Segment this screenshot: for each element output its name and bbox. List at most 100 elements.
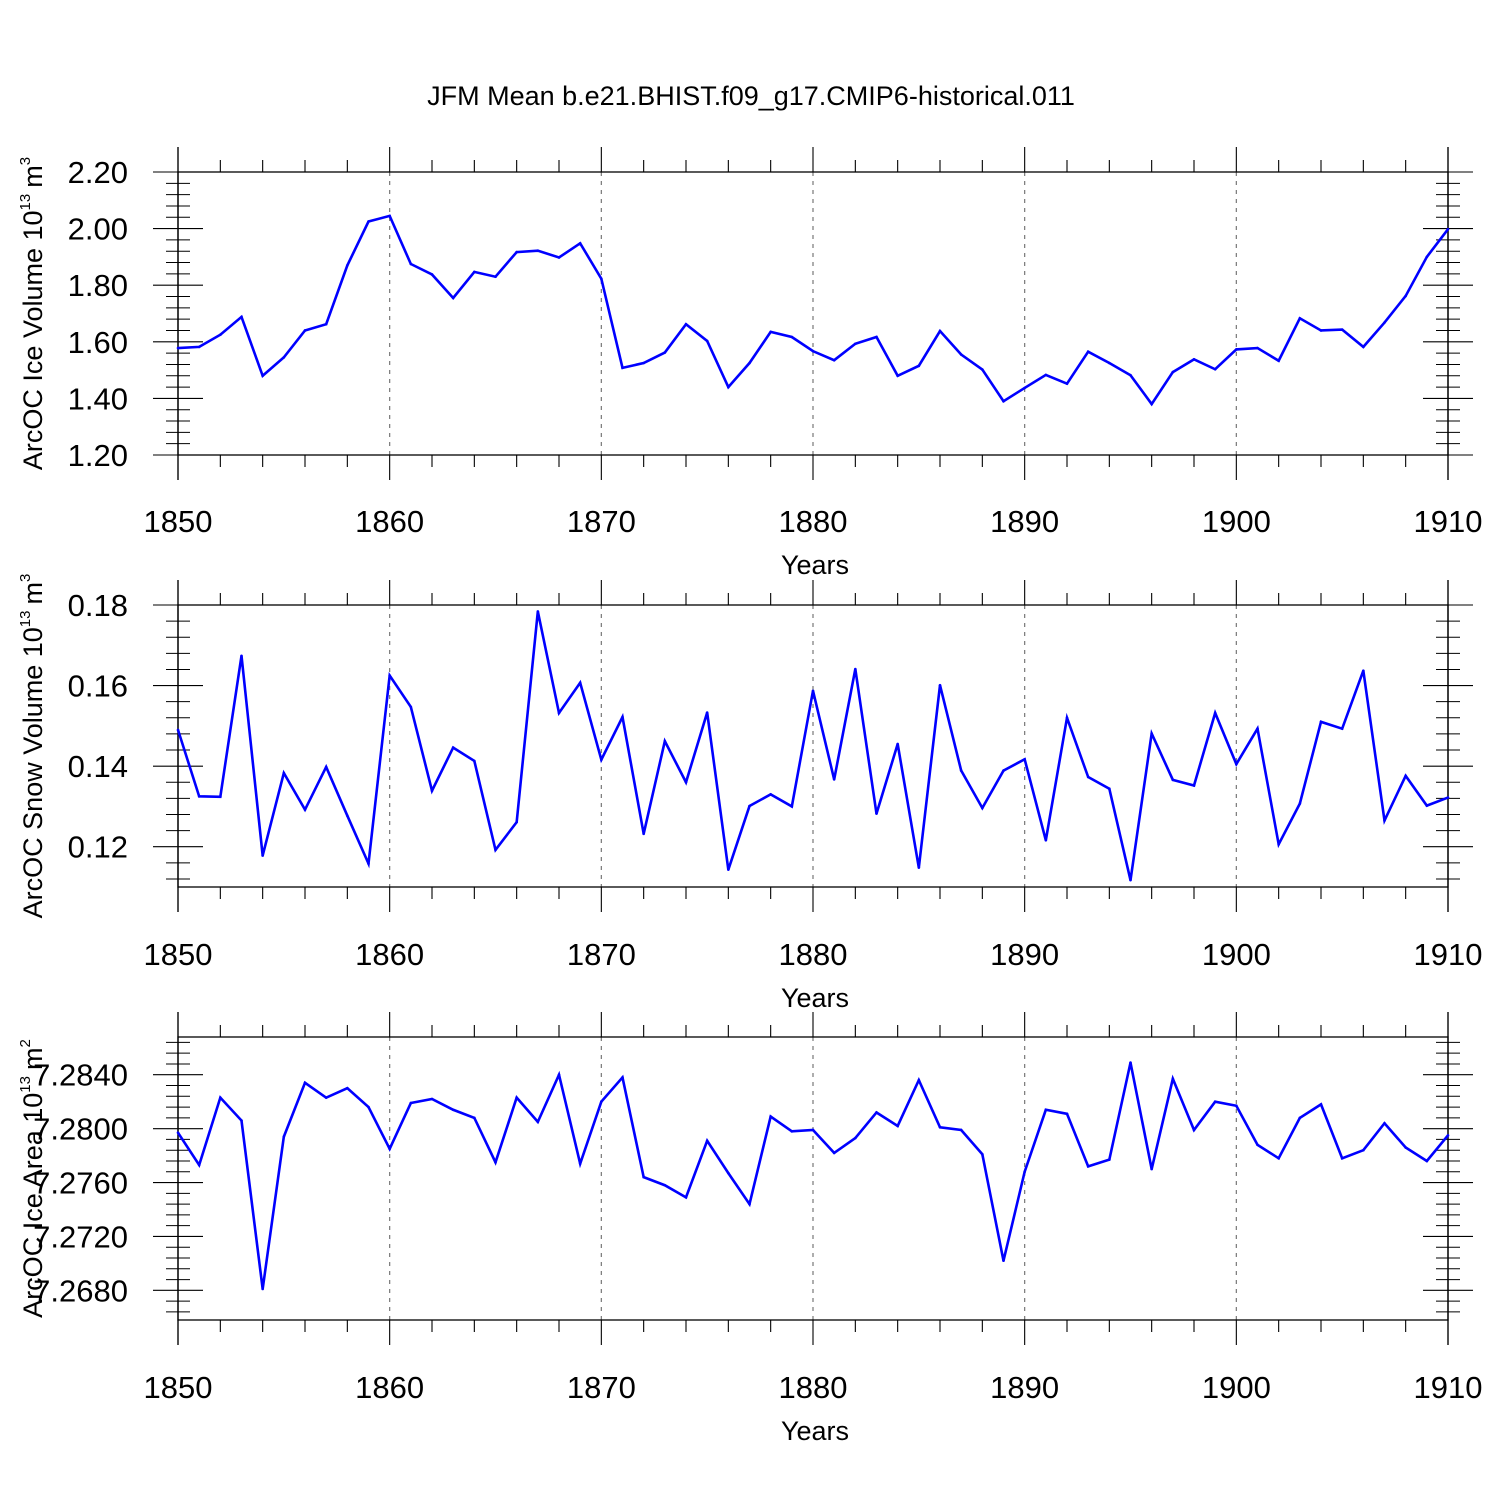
plot-frame bbox=[177, 171, 1449, 456]
data-point bbox=[451, 296, 455, 300]
data-point bbox=[367, 220, 370, 223]
data-point bbox=[917, 364, 921, 368]
data-point bbox=[1298, 802, 1302, 805]
data-point bbox=[1023, 386, 1026, 390]
data-point bbox=[494, 848, 497, 852]
x-tick-label: 1880 bbox=[779, 937, 848, 972]
data-point bbox=[261, 374, 264, 378]
data-point bbox=[451, 746, 455, 749]
data-point bbox=[1171, 778, 1175, 782]
data-point bbox=[409, 1101, 413, 1105]
data-point bbox=[727, 385, 730, 389]
y-tick-label: 7.2840 bbox=[33, 1058, 128, 1093]
data-point bbox=[727, 868, 730, 871]
x-tick-label: 1860 bbox=[355, 1370, 424, 1405]
data-point bbox=[303, 808, 307, 811]
x-tick-label: 1900 bbox=[1202, 937, 1271, 972]
data-point bbox=[346, 814, 349, 817]
data-point bbox=[1319, 1103, 1323, 1106]
data-point bbox=[1256, 1143, 1259, 1147]
data-point bbox=[1362, 1148, 1365, 1152]
x-axis-title: Years bbox=[781, 550, 849, 580]
data-point bbox=[1086, 1165, 1090, 1168]
data-point bbox=[1256, 346, 1259, 350]
y-axis-title-text: ArcOC Snow Volume 10 bbox=[18, 627, 48, 918]
data-point bbox=[1065, 382, 1069, 385]
data-point bbox=[197, 1163, 201, 1167]
x-tick-label: 1890 bbox=[990, 1370, 1059, 1405]
y-axis-title-exponent: 13 bbox=[17, 1076, 34, 1093]
data-point bbox=[451, 1108, 455, 1112]
data-point bbox=[1129, 1061, 1132, 1064]
data-point bbox=[1446, 1134, 1450, 1137]
data-point bbox=[197, 795, 201, 798]
data-point bbox=[1108, 787, 1111, 791]
data-point bbox=[705, 339, 709, 343]
data-point bbox=[303, 1081, 307, 1085]
x-tick-label: 1870 bbox=[567, 1370, 636, 1405]
y-axis-title-unit-exponent: 3 bbox=[17, 157, 34, 165]
data-point bbox=[748, 804, 751, 808]
data-point bbox=[600, 758, 603, 761]
data-point bbox=[1171, 1077, 1175, 1081]
x-tick-label: 1850 bbox=[144, 1370, 213, 1405]
data-point bbox=[1383, 1121, 1386, 1125]
data-point bbox=[557, 256, 561, 259]
data-point bbox=[557, 1073, 561, 1077]
data-point bbox=[896, 742, 899, 746]
data-point bbox=[1065, 716, 1069, 720]
data-point bbox=[578, 681, 582, 685]
data-point bbox=[811, 689, 815, 693]
y-tick-label: 1.20 bbox=[68, 438, 128, 473]
data-point bbox=[219, 795, 222, 799]
data-point bbox=[811, 349, 815, 353]
data-point bbox=[684, 322, 688, 326]
x-tick-label: 1870 bbox=[567, 937, 636, 972]
data-point bbox=[1086, 775, 1090, 779]
data-point bbox=[261, 854, 264, 857]
data-point bbox=[1277, 842, 1280, 846]
x-tick-label: 1850 bbox=[144, 504, 213, 539]
data-point bbox=[1235, 1104, 1238, 1108]
y-tick-label: 7.2720 bbox=[33, 1219, 128, 1254]
data-point bbox=[769, 1115, 772, 1118]
data-point bbox=[832, 1151, 836, 1155]
y-tick-label: 2.20 bbox=[68, 155, 128, 190]
data-point bbox=[642, 832, 645, 836]
data-point bbox=[197, 345, 201, 349]
data-point bbox=[600, 1100, 603, 1103]
data-point bbox=[1044, 1108, 1048, 1112]
data-point bbox=[1319, 720, 1323, 724]
data-point bbox=[430, 1097, 434, 1101]
data-point bbox=[1023, 1170, 1026, 1174]
y-axis-title-unit: m bbox=[18, 582, 48, 605]
data-point bbox=[473, 759, 476, 763]
data-point bbox=[875, 1111, 878, 1114]
data-point bbox=[663, 351, 667, 354]
data-point bbox=[1383, 321, 1386, 324]
data-point bbox=[1404, 774, 1407, 778]
data-point bbox=[578, 1162, 582, 1165]
data-point bbox=[1192, 1128, 1196, 1132]
data-point bbox=[1002, 399, 1005, 403]
data-point bbox=[790, 1130, 794, 1133]
data-point bbox=[896, 374, 899, 378]
data-point bbox=[705, 711, 709, 714]
data-point bbox=[1108, 1158, 1111, 1161]
data-point bbox=[261, 1287, 264, 1291]
data-point bbox=[790, 335, 794, 339]
data-point bbox=[1213, 711, 1217, 715]
x-tick-label: 1910 bbox=[1414, 1370, 1483, 1405]
data-point bbox=[981, 368, 984, 371]
data-point bbox=[1425, 804, 1429, 807]
y-tick-label: 0.18 bbox=[68, 588, 128, 623]
data-point bbox=[854, 667, 857, 671]
data-point bbox=[938, 329, 942, 333]
data-point bbox=[1023, 757, 1026, 761]
x-tick-label: 1890 bbox=[990, 937, 1059, 972]
data-point bbox=[1150, 1167, 1153, 1171]
data-point bbox=[515, 250, 518, 254]
y-axis-title-exponent: 13 bbox=[17, 194, 34, 211]
data-point bbox=[621, 366, 624, 370]
data-point bbox=[748, 1202, 751, 1206]
